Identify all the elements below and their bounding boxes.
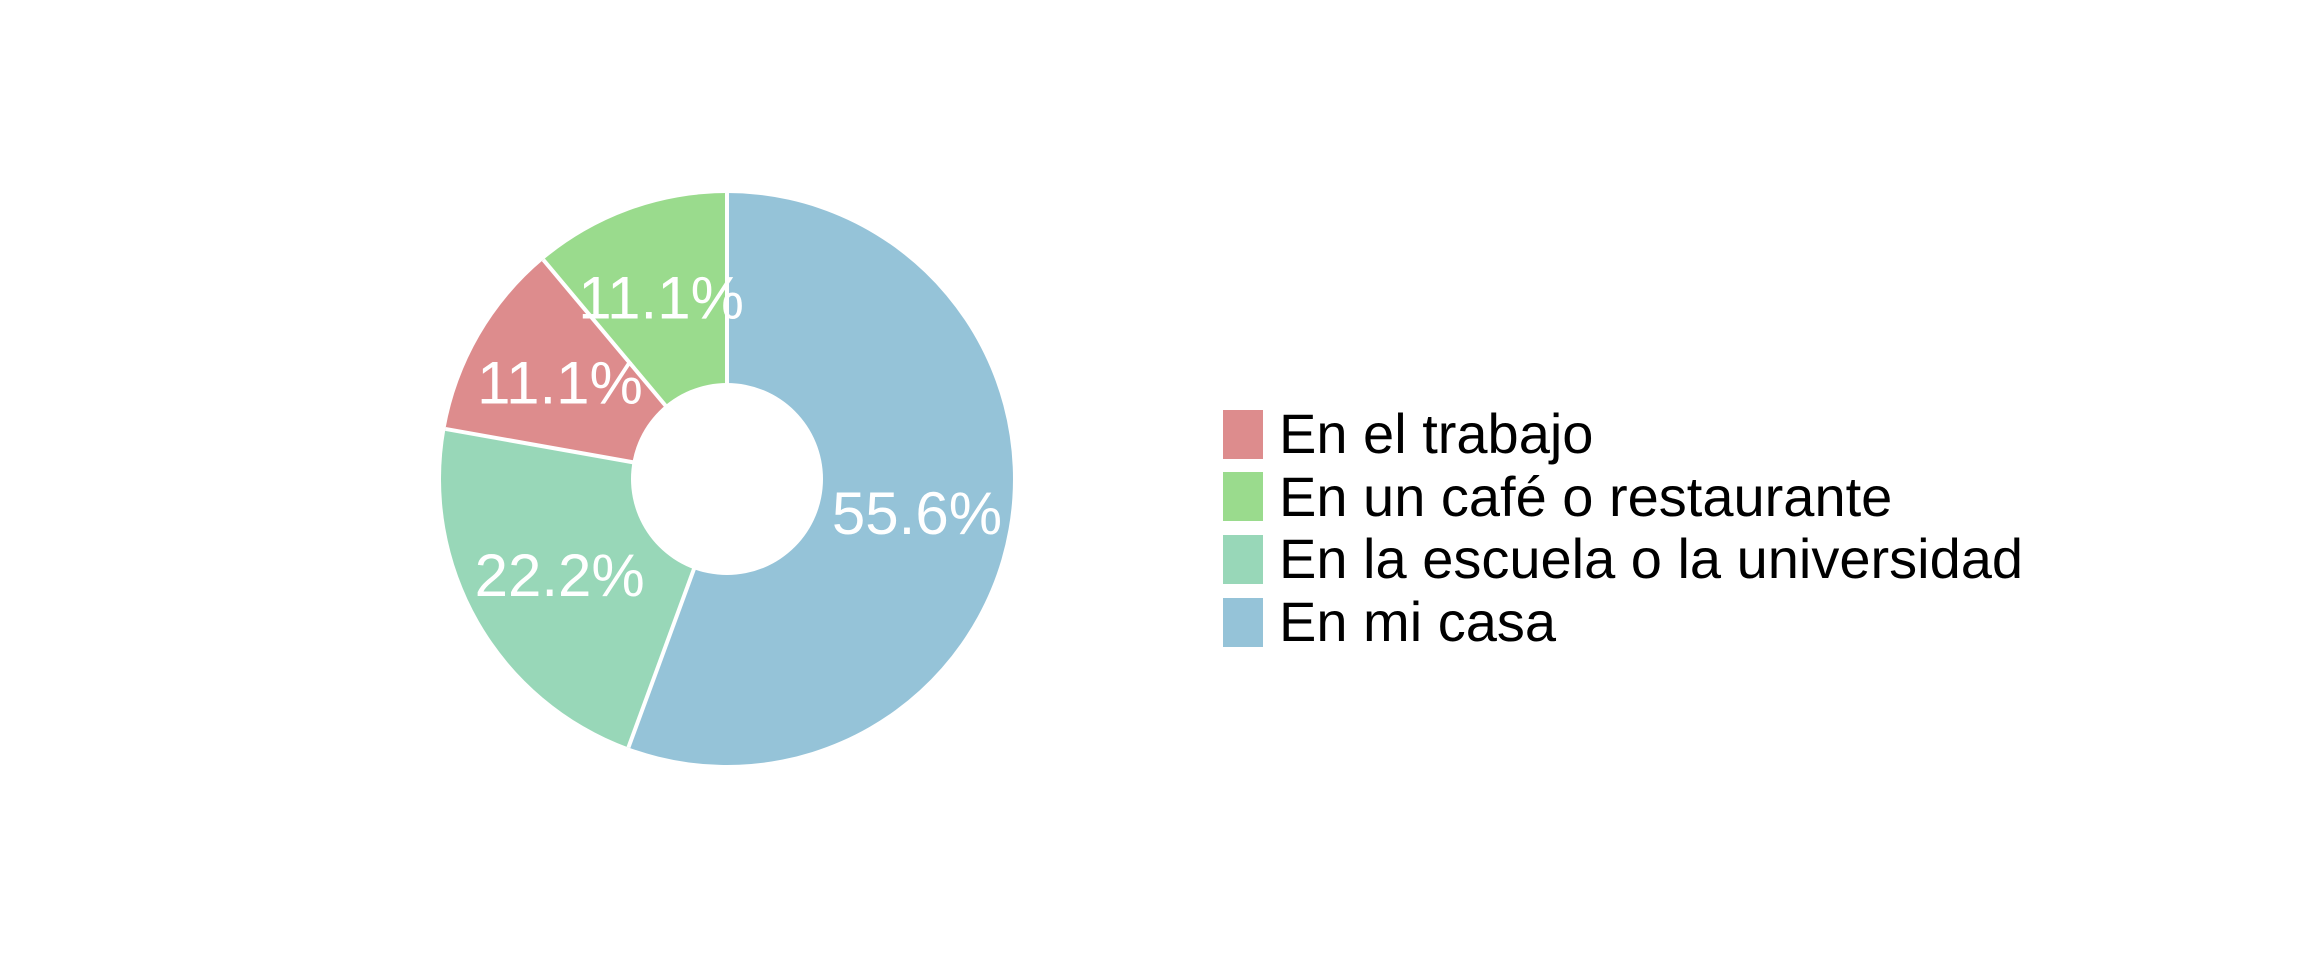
percent-label: 55.6% [832,480,1002,547]
legend-label: En la escuela o la universidad [1279,527,2024,591]
legend-swatch [1223,409,1263,459]
legend-swatch [1223,472,1263,522]
percent-label: 11.1% [578,265,744,332]
percent-labels: 55.6% 22.2% 11.1% 11.1% [475,265,1002,609]
percent-label: 11.1% [477,349,643,416]
legend: En el trabajo En un café o restaurante En … [1223,406,2023,650]
legend-label: En un café o restaurante [1279,464,1893,528]
legend-item: En la escuela o la universidad [1223,531,2023,587]
legend-label: En mi casa [1279,590,1556,654]
percent-label: 22.2% [475,542,645,609]
legend-item: En mi casa [1223,594,2023,650]
legend-swatch [1223,597,1263,647]
legend-label: En el trabajo [1279,402,1594,465]
donut-hole [631,383,823,575]
legend-item: En el trabajo [1223,406,2023,462]
legend-swatch [1223,534,1263,584]
legend-item: En un café o restaurante [1223,464,2023,528]
